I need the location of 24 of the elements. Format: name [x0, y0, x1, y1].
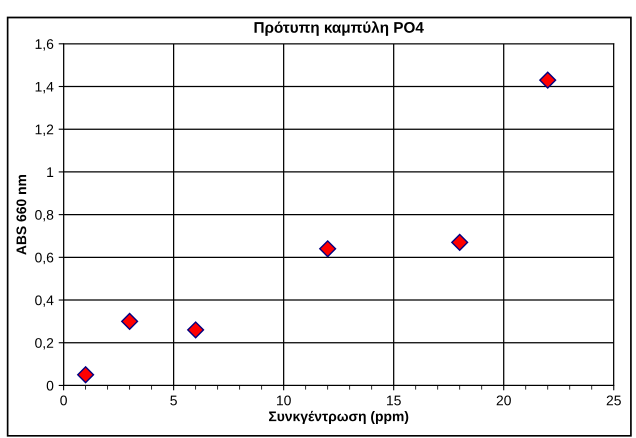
y-tick-label: 0,6 — [35, 252, 54, 264]
y-tick-label: 1,4 — [36, 82, 54, 94]
x-axis-title: Συνκγέντρωση (ppm) — [269, 410, 408, 424]
x-tick-label: 25 — [606, 396, 621, 406]
point — [451, 234, 468, 251]
x-tick-label: 10 — [276, 396, 291, 406]
y-tick-label: 0,2 — [35, 338, 54, 350]
point — [319, 240, 336, 258]
point — [77, 366, 94, 384]
x-tick-label: 0 — [60, 396, 67, 406]
x-tick-label: 5 — [170, 396, 177, 406]
point — [121, 312, 138, 330]
y-tick-label: 0,4 — [35, 295, 54, 307]
y-tick-label: 1,6 — [36, 39, 54, 51]
y-tick-label: 1,2 — [36, 124, 54, 136]
x-tick-label: 15 — [387, 396, 401, 406]
point — [187, 321, 204, 338]
y-tick-label: 1 — [47, 167, 54, 177]
point — [539, 72, 556, 89]
x-tick-label: 20 — [496, 396, 511, 406]
y-axis-title: ABS 660 nm — [16, 174, 26, 255]
y-tick-label: 0 — [46, 380, 54, 391]
y-tick-label: 0,8 — [35, 210, 54, 222]
chart-title: Πρότυπη καμπύλη PO4 — [254, 21, 424, 36]
